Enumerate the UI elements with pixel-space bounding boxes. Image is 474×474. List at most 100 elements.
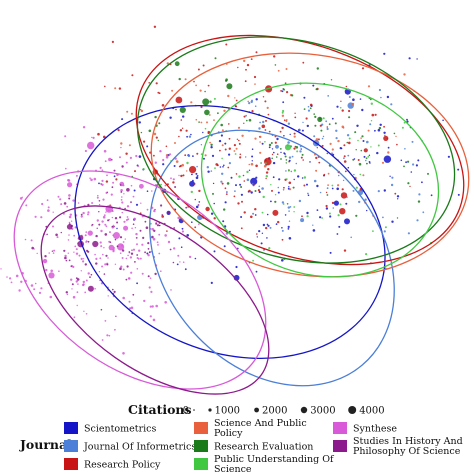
scatter-point — [288, 160, 290, 163]
scatter-point — [343, 157, 345, 160]
scatter-point — [139, 183, 144, 189]
scatter-point — [271, 153, 274, 156]
scatter-point — [194, 198, 197, 201]
scatter-point — [261, 232, 264, 234]
scatter-point — [255, 98, 258, 101]
scatter-point — [147, 254, 150, 257]
scatter-point — [319, 216, 322, 219]
scatter-point — [126, 188, 130, 192]
scatter-point — [97, 132, 100, 136]
scatter-point — [254, 190, 257, 192]
scatter-point — [84, 234, 87, 237]
scatter-point — [121, 196, 123, 198]
scatter-point — [266, 213, 269, 216]
scatter-point — [107, 219, 110, 222]
scatter-point — [210, 212, 214, 215]
scatter-point — [33, 288, 36, 291]
scatter-point — [64, 135, 67, 138]
scatter-point — [0, 268, 2, 270]
scatter-point — [115, 315, 117, 317]
scatter-point — [135, 237, 138, 239]
scatter-point — [82, 211, 85, 215]
scatter-point — [344, 170, 347, 173]
scatter-point — [293, 132, 296, 135]
scatter-point — [407, 160, 410, 163]
scatter-point — [281, 114, 285, 118]
scatter-point — [365, 159, 367, 162]
scatter-point — [272, 161, 276, 165]
scatter-point — [302, 159, 305, 161]
scatter-point — [206, 121, 208, 124]
scatter-point — [369, 162, 371, 164]
scatter-point — [323, 173, 326, 176]
scatter-point — [179, 106, 186, 113]
scatter-point — [339, 203, 342, 206]
scatter-point — [178, 237, 181, 240]
scatter-point — [227, 166, 230, 169]
scatter-point — [213, 202, 215, 205]
scatter-point — [25, 204, 28, 207]
scatter-point — [325, 207, 329, 210]
scatter-point — [274, 194, 277, 196]
scatter-point — [331, 148, 334, 151]
scatter-point — [255, 270, 258, 273]
scatter-point — [326, 187, 329, 190]
scatter-point — [169, 116, 172, 119]
scatter-point — [141, 215, 144, 218]
scatter-point — [140, 131, 143, 134]
scatter-point — [280, 90, 282, 92]
scatter-point — [252, 184, 255, 187]
scatter-point — [40, 216, 43, 219]
scatter-point — [213, 217, 216, 220]
scatter-point — [101, 265, 104, 268]
scatter-point — [309, 161, 311, 163]
scatter-point — [367, 85, 371, 88]
scatter-point — [177, 216, 180, 220]
scatter-point — [153, 154, 155, 157]
scatter-point — [313, 179, 317, 183]
scatter-point — [248, 163, 251, 166]
scatter-point — [321, 144, 324, 147]
scatter-point — [106, 263, 109, 266]
scatter-point — [109, 241, 112, 243]
scatter-point — [101, 183, 104, 186]
scatter-point — [85, 231, 88, 234]
scatter-point — [363, 155, 366, 158]
scatter-point — [109, 231, 111, 234]
scatter-point — [130, 184, 133, 187]
scatter-point — [125, 161, 128, 164]
scatter-point — [263, 164, 267, 168]
scatter-point — [95, 234, 98, 238]
scatter-point — [198, 201, 201, 203]
scatter-point — [114, 87, 117, 90]
scatter-point — [383, 52, 386, 55]
scatter-point — [335, 129, 338, 132]
scatter-point — [204, 127, 207, 130]
scatter-point — [140, 109, 144, 113]
scatter-point — [227, 94, 230, 98]
scatter-point — [240, 193, 243, 196]
scatter-point — [245, 114, 248, 117]
scatter-point — [157, 244, 159, 246]
scatter-point — [155, 304, 158, 308]
scatter-point — [228, 137, 231, 140]
scatter-point — [381, 161, 385, 164]
scatter-point — [146, 190, 149, 192]
scatter-point — [82, 280, 86, 284]
scatter-point — [277, 191, 280, 194]
scatter-point — [103, 273, 106, 275]
scatter-point — [119, 184, 122, 186]
size-legend-label: 3000 — [310, 406, 335, 417]
scatter-point — [307, 192, 309, 195]
scatter-point — [66, 293, 69, 296]
scatter-point — [293, 211, 295, 213]
scatter-point — [277, 186, 280, 189]
scatter-point — [299, 150, 302, 153]
scatter-point — [100, 229, 103, 233]
scatter-point — [383, 131, 386, 134]
scatter-point — [221, 182, 224, 185]
scatter-point — [103, 214, 106, 217]
scatter-point — [222, 220, 225, 223]
scatter-point — [121, 201, 124, 204]
scatter-point — [293, 135, 296, 138]
